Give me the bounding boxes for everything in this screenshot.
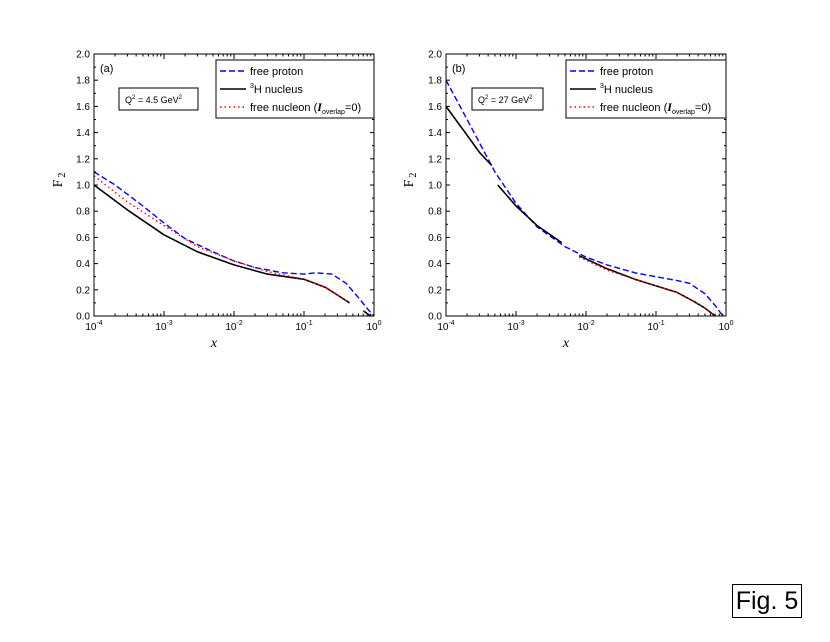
- x-tick-label: 100: [718, 320, 733, 333]
- legend: free proton 3H nucleus free nucleon (Iover…: [565, 59, 727, 119]
- chart-panel-b: 0.0 0.2 0.4 0.6 0.8 1.0 1.2 1.4 1.6 1.8 2.0 10-4 10-…: [402, 50, 734, 352]
- legend-label-proton: free proton: [250, 66, 303, 78]
- y-tick-label: 1.4: [76, 128, 90, 139]
- y-tick-label: 1.8: [428, 76, 442, 87]
- y-tick-label: 0.2: [428, 285, 442, 296]
- q2-annotation: Q2 = 27 GeV2: [478, 95, 533, 105]
- legend: free proton 3H nucleus free nucleon (Iover…: [215, 59, 375, 119]
- figure-label: Fig. 5: [732, 584, 802, 618]
- panel-label: (a): [100, 63, 113, 75]
- legend-label-nucleon: free nucleon (Ioverlap=0): [250, 100, 361, 116]
- panel-label: (b): [452, 63, 465, 75]
- y-axis-label: F2: [402, 173, 419, 188]
- x-tick-label: 10-4: [437, 320, 454, 333]
- x-tick-label: 10-1: [647, 320, 664, 333]
- y-tick-label: 0.8: [428, 207, 442, 218]
- y-tick-label: 0.4: [76, 259, 90, 270]
- legend-label-nucleus: 3H nucleus: [250, 83, 303, 96]
- legend-label-nucleon: free nucleon (Ioverlap=0): [600, 100, 711, 116]
- x-axis-label: x: [562, 336, 570, 351]
- legend-label-nucleus: 3H nucleus: [600, 83, 653, 96]
- y-tick-label: 0.0: [76, 312, 90, 323]
- series-line-nucleon-1: [93, 175, 351, 304]
- x-tick-label: 10-3: [507, 320, 524, 333]
- y-tick-label: 1.0: [76, 181, 90, 192]
- series-line-proton: [93, 171, 375, 317]
- x-tick-label: 10-2: [225, 320, 242, 333]
- q2-annotation: Q2 = 4.5 GeV2: [125, 95, 183, 105]
- y-tick-label: 1.4: [428, 128, 442, 139]
- y-tick-label: 2.0: [76, 50, 90, 61]
- y-tick-label: 1.8: [76, 76, 90, 87]
- y-tick-label: 0.6: [76, 233, 90, 244]
- series-line-nucleus-1: [93, 184, 351, 304]
- y-tick-label: 1.6: [428, 102, 442, 113]
- series-line-nucleus-3: [578, 254, 716, 317]
- legend-label-proton: free proton: [600, 66, 653, 78]
- series-line-nucleus-2: [497, 184, 563, 244]
- x-axis-label: x: [210, 336, 218, 351]
- y-tick-label: 1.6: [76, 102, 90, 113]
- x-tick-label: 10-4: [85, 320, 102, 333]
- y-tick-label: 0.8: [76, 207, 90, 218]
- chart-panel-a: 0.0 0.2 0.4 0.6 0.8 1.0 1.2 1.4 1.6 1.8 2.0 10-4 10-…: [51, 50, 382, 352]
- series-line-nucleon-2: [362, 310, 372, 317]
- annotation-box: [118, 87, 199, 111]
- y-tick-label: 0.0: [428, 312, 442, 323]
- y-tick-label: 0.2: [76, 285, 90, 296]
- y-axis-label: F2: [51, 173, 68, 188]
- x-tick-label: 10-2: [577, 320, 594, 333]
- series-line-nucleus-1: [445, 105, 493, 166]
- x-tick-label: 10-3: [155, 320, 172, 333]
- y-tick-label: 2.0: [428, 50, 442, 61]
- y-tick-label: 1.0: [428, 181, 442, 192]
- x-tick-label: 100: [366, 320, 381, 333]
- y-tick-label: 0.4: [428, 259, 442, 270]
- y-tick-label: 1.2: [428, 154, 442, 165]
- series-line-proton: [445, 79, 724, 317]
- y-tick-label: 1.2: [76, 154, 90, 165]
- y-tick-label: 0.6: [428, 233, 442, 244]
- annotation-box: [471, 87, 544, 111]
- x-tick-label: 10-1: [295, 320, 312, 333]
